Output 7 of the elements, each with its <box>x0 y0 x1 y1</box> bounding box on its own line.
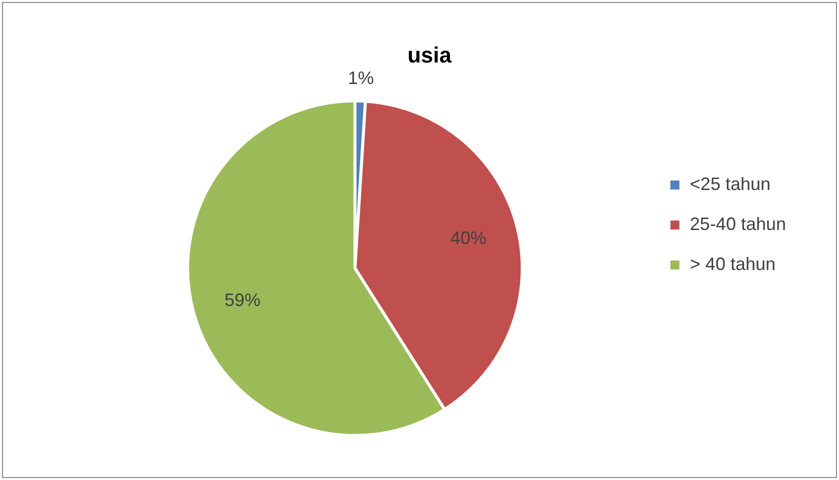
data-label: 40% <box>450 228 486 248</box>
legend-label: 25-40 tahun <box>690 214 786 234</box>
legend-label: > 40 tahun <box>690 254 776 274</box>
data-label: 59% <box>224 290 261 310</box>
legend-label: <25 tahun <box>690 174 770 194</box>
chart-title: usia <box>407 42 452 68</box>
data-label: 1% <box>348 68 374 88</box>
